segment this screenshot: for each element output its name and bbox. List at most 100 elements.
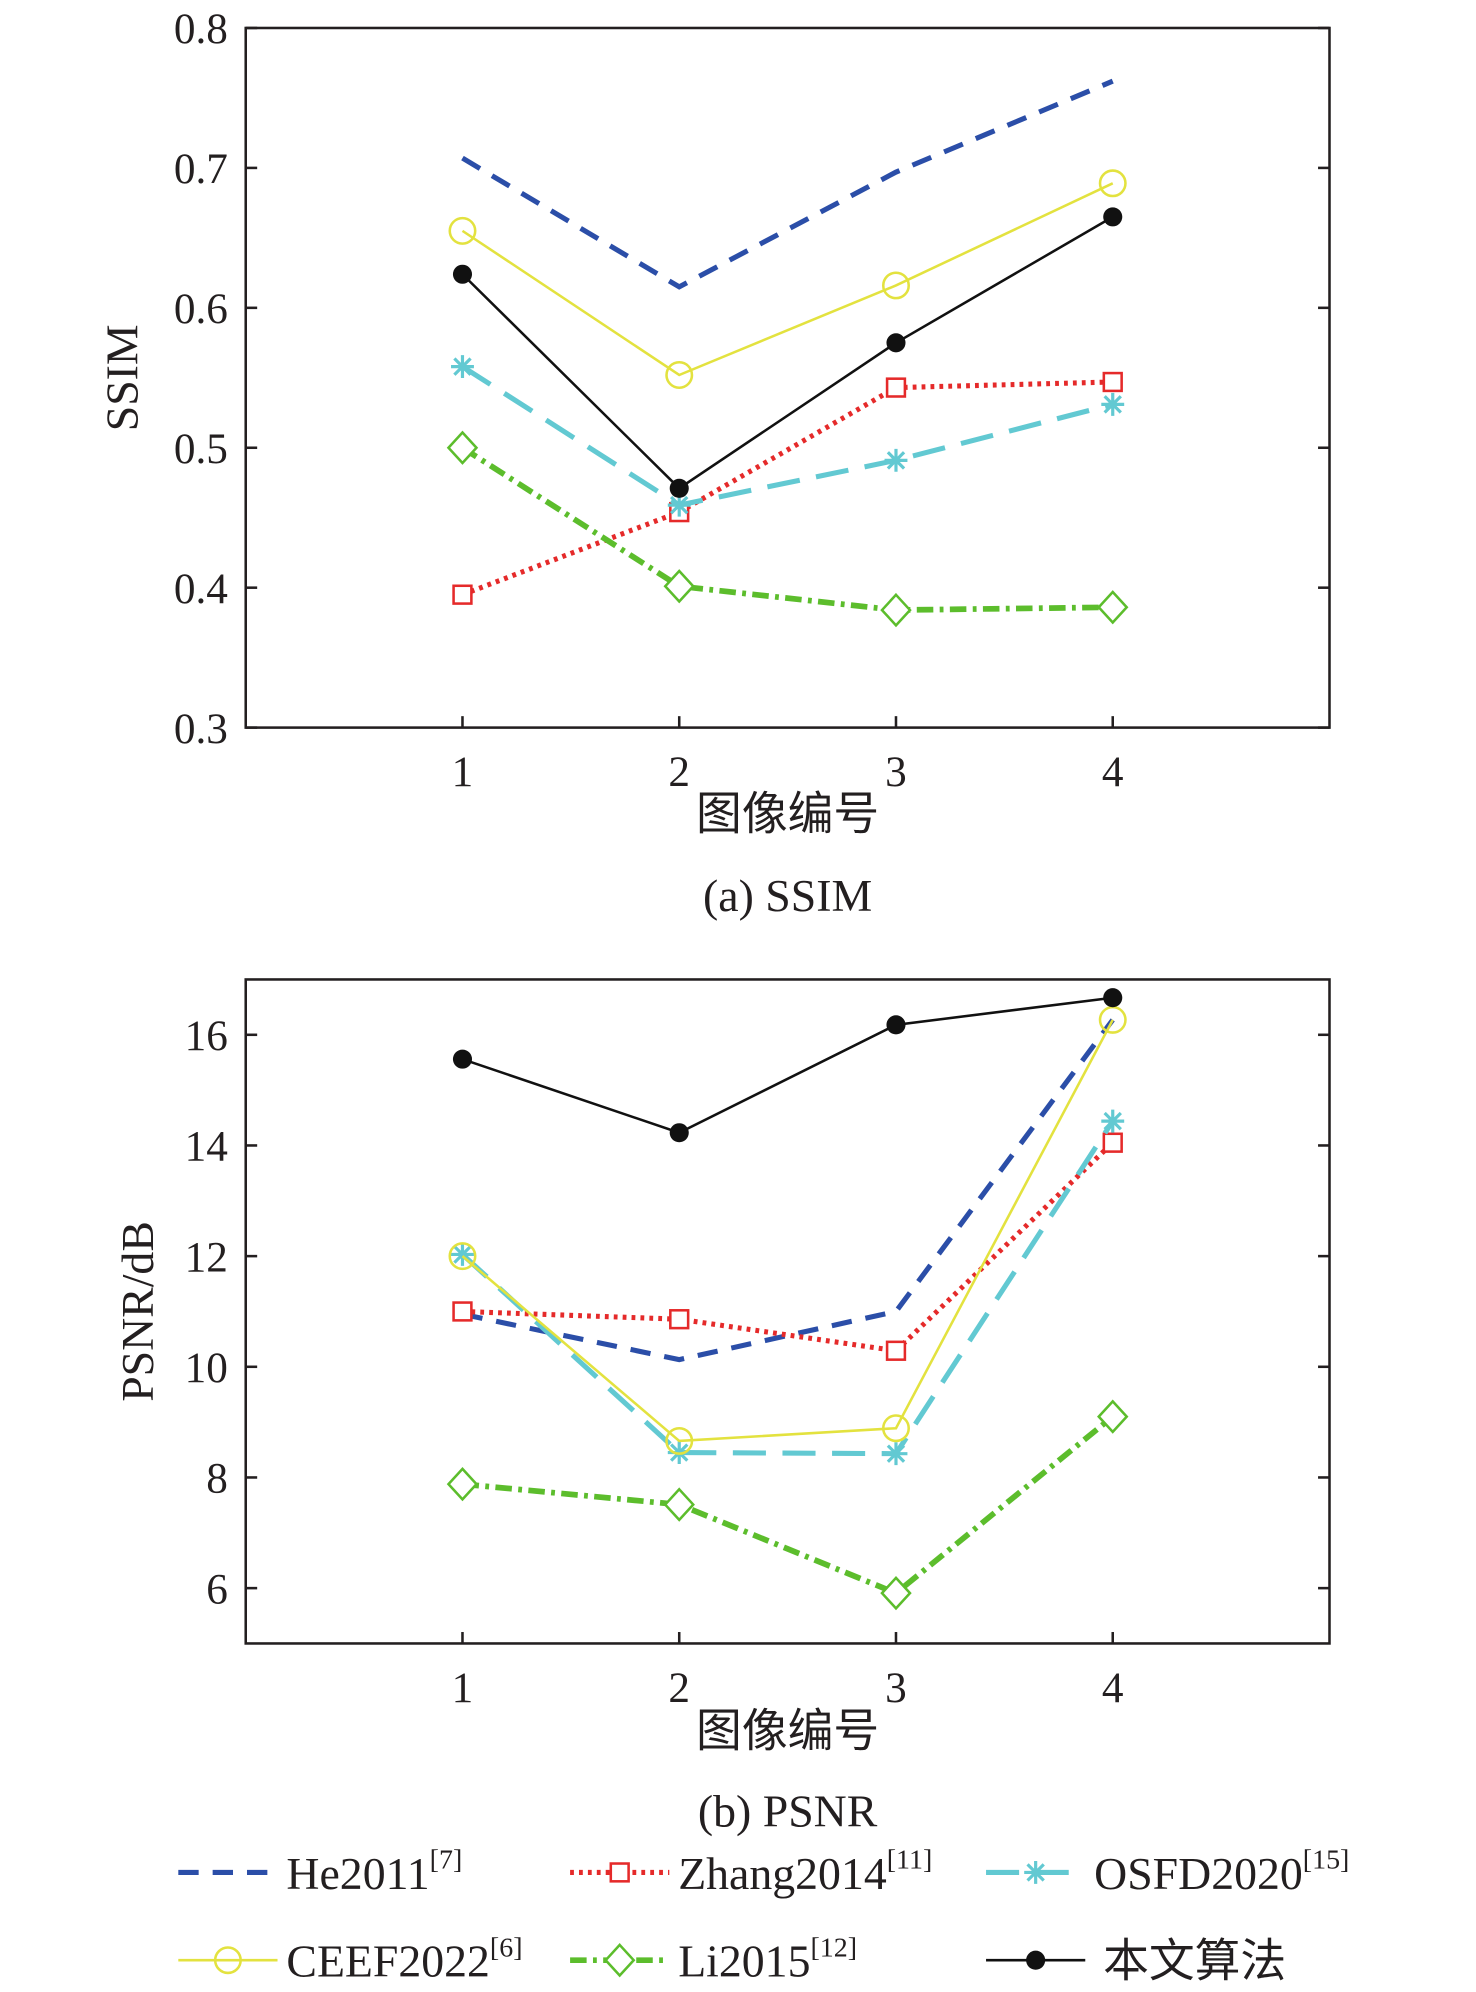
asterisk-marker xyxy=(451,1243,474,1266)
series-OSFD2020 xyxy=(451,355,1125,517)
y-tick-label: 0.7 xyxy=(174,145,228,193)
series-He2011 xyxy=(461,1018,1115,1363)
circle-marker xyxy=(665,361,694,389)
asterisk-marker xyxy=(884,448,908,472)
asterisk-marker xyxy=(1101,1109,1125,1133)
series-line xyxy=(461,215,1114,490)
square-marker xyxy=(452,1301,473,1322)
series-本文算法 xyxy=(452,988,1123,1143)
circle-marker xyxy=(448,216,477,245)
legend-item: Zhang2014[11] xyxy=(570,1845,932,1899)
legend-item: CEEF2022[6] xyxy=(178,1932,523,1987)
plot-frame xyxy=(244,26,1331,729)
series-本文算法 xyxy=(452,207,1123,498)
legend-reference: [12] xyxy=(810,1932,857,1963)
diamond-marker xyxy=(880,592,912,628)
series-He2011 xyxy=(461,78,1114,290)
y-tick-label: 12 xyxy=(185,1233,228,1281)
series-Zhang2014 xyxy=(452,1132,1123,1361)
circle-marker xyxy=(448,1242,477,1271)
asterisk-marker xyxy=(451,355,474,379)
filled-circle-marker xyxy=(886,1015,906,1035)
x-axis-label: 图像编号 xyxy=(696,788,879,839)
series-Li2015 xyxy=(446,1399,1129,1611)
asterisk-marker xyxy=(1024,1860,1048,1884)
filled-circle-marker xyxy=(1103,207,1123,227)
asterisk-marker xyxy=(884,1442,908,1466)
asterisk-marker xyxy=(1101,392,1125,416)
filled-circle-marker xyxy=(1026,1950,1046,1970)
legend: He2011[7] Zhang2014[11] OSFD2020[15] CEEF20… xyxy=(178,1845,1349,1987)
y-tick-label: 14 xyxy=(185,1123,228,1171)
x-tick-label: 2 xyxy=(668,748,690,796)
legend-reference: [15] xyxy=(1303,1845,1350,1876)
x-axis-label: 图像编号 xyxy=(696,1705,879,1756)
series-line xyxy=(461,364,1114,508)
legend-label: OSFD2020[15] xyxy=(1094,1845,1349,1899)
series-line xyxy=(461,379,1113,598)
chart-ssim: 0.3 0.4 0.5 0.6 0.7 0.8 1 2 3 4 图像编号 (a) SSIM SSIM xyxy=(97,5,1331,921)
diamond-marker xyxy=(446,1466,479,1502)
legend-reference: [11] xyxy=(887,1845,933,1876)
series-Zhang2014 xyxy=(452,371,1123,605)
x-tick-label: 2 xyxy=(668,1664,690,1712)
series-line xyxy=(461,1019,1114,1443)
square-marker xyxy=(452,584,473,605)
series-line xyxy=(461,182,1114,377)
series-line xyxy=(462,1414,1115,1597)
square-marker xyxy=(609,1862,630,1883)
square-marker xyxy=(1102,1132,1123,1153)
filled-circle-marker xyxy=(669,1123,689,1143)
chart-caption: (b) PSNR xyxy=(698,1786,878,1837)
y-tick-label: 6 xyxy=(206,1565,228,1613)
filled-circle-marker xyxy=(886,333,906,353)
y-tick-label: 0.8 xyxy=(174,5,228,53)
diamond-marker xyxy=(1097,590,1129,625)
plot-frame xyxy=(244,978,1331,1645)
series-line xyxy=(462,1140,1115,1354)
y-tick-label: 0.3 xyxy=(174,705,228,753)
diamond-marker xyxy=(880,1575,912,1611)
diamond-marker xyxy=(446,430,479,465)
square-marker xyxy=(669,1309,690,1330)
y-tick-label: 10 xyxy=(185,1344,228,1392)
circle-marker xyxy=(881,271,910,300)
x-tick-label: 1 xyxy=(452,1664,474,1712)
square-marker xyxy=(1102,371,1123,393)
x-tick-label: 1 xyxy=(452,748,474,796)
series-line xyxy=(462,996,1113,1135)
chart-caption: (a) SSIM xyxy=(703,870,872,921)
asterisk-marker xyxy=(667,493,691,517)
diamond-marker xyxy=(663,1487,695,1522)
legend-label: He2011[7] xyxy=(286,1845,462,1899)
legend-reference: [6] xyxy=(490,1932,523,1963)
series-line xyxy=(460,445,1113,613)
y-tick-label: 16 xyxy=(185,1012,228,1060)
y-tick-label: 8 xyxy=(206,1455,228,1503)
series-CEEF2022 xyxy=(448,169,1127,389)
legend-label: CEEF2022[6] xyxy=(286,1932,522,1986)
y-axis-label: SSIM xyxy=(97,324,148,431)
x-tick-label: 4 xyxy=(1102,1664,1124,1712)
legend-label: 本文算法 xyxy=(1103,1936,1286,1987)
x-tick-label: 3 xyxy=(885,1664,907,1712)
series-line xyxy=(461,78,1114,290)
series-line xyxy=(460,1119,1115,1457)
y-axis-label: PSNR/dB xyxy=(112,1221,163,1402)
filled-circle-marker xyxy=(452,264,473,284)
legend-item: He2011[7] xyxy=(178,1845,462,1899)
y-tick-label: 0.4 xyxy=(174,565,228,613)
filled-circle-marker xyxy=(669,478,689,498)
y-tick-label: 0.6 xyxy=(174,285,228,333)
x-tick-label: 4 xyxy=(1102,748,1124,796)
legend-item: 本文算法 xyxy=(986,1936,1286,1987)
circle-marker xyxy=(1098,169,1127,198)
series-OSFD2020 xyxy=(451,1109,1125,1466)
legend-label: Zhang2014[11] xyxy=(678,1845,932,1899)
filled-circle-marker xyxy=(1103,988,1123,1008)
circle-marker xyxy=(665,1426,694,1455)
legend-reference: [7] xyxy=(430,1845,463,1876)
legend-item: Li2015[12] xyxy=(570,1932,857,1987)
